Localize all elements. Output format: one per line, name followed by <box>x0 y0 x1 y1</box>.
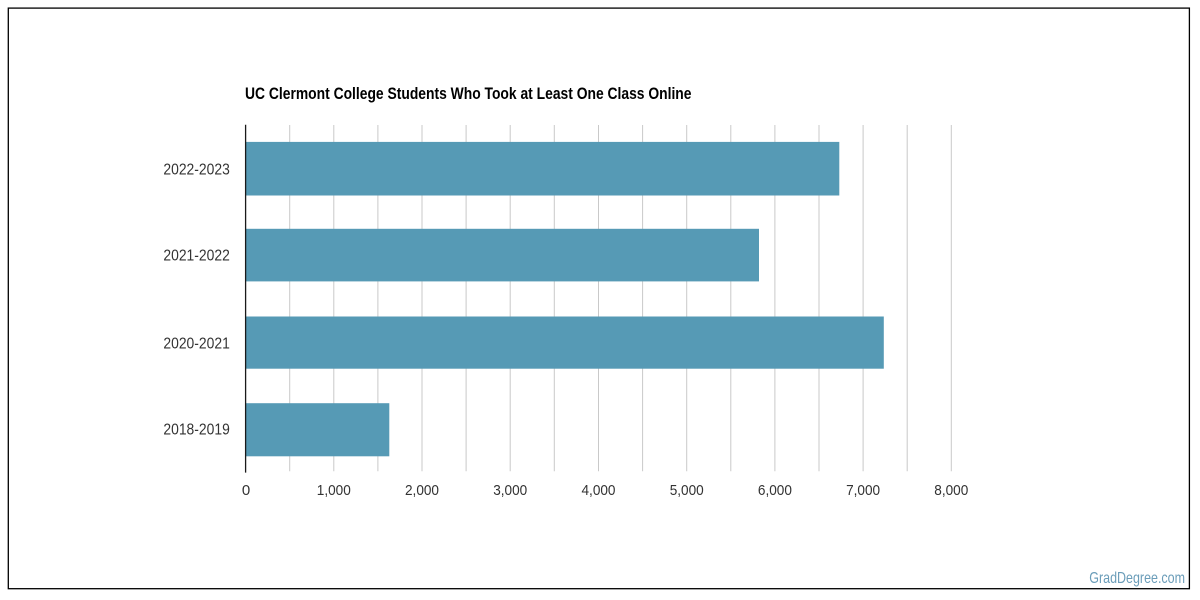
svg-text:2021-2022: 2021-2022 <box>163 248 229 265</box>
svg-text:1,000: 1,000 <box>317 482 351 499</box>
svg-text:2,000: 2,000 <box>405 482 439 499</box>
svg-text:7,000: 7,000 <box>846 482 880 499</box>
svg-text:5,000: 5,000 <box>670 482 704 499</box>
svg-text:UC Clermont College Students W: UC Clermont College Students Who Took at… <box>245 85 692 103</box>
svg-text:2018-2019: 2018-2019 <box>163 422 229 439</box>
svg-text:8,000: 8,000 <box>934 482 968 499</box>
svg-text:2022-2023: 2022-2023 <box>163 161 229 178</box>
svg-text:4,000: 4,000 <box>582 482 616 499</box>
svg-text:GradDegree.com: GradDegree.com <box>1089 570 1185 587</box>
svg-text:6,000: 6,000 <box>758 482 792 499</box>
svg-text:3,000: 3,000 <box>493 482 527 499</box>
svg-text:0: 0 <box>242 482 250 499</box>
svg-text:2020-2021: 2020-2021 <box>163 335 229 352</box>
